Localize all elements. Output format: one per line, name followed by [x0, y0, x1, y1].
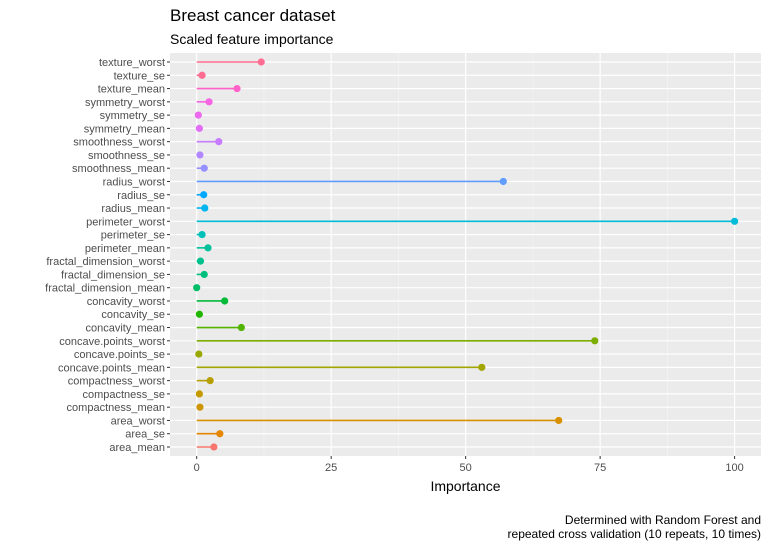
y-tick-label: compactness_worst — [68, 376, 165, 388]
x-tick-label: 100 — [725, 462, 743, 474]
y-tick-label: concavity_worst — [87, 296, 165, 308]
y-tick-label: smoothness_se — [88, 150, 165, 162]
y-tick-label: radius_worst — [103, 176, 165, 188]
data-point — [499, 177, 507, 186]
data-point — [196, 403, 204, 411]
y-tick-label: concavity_mean — [86, 323, 166, 335]
y-tick-label: smoothness_mean — [72, 163, 165, 175]
x-tick-label: 75 — [594, 462, 606, 474]
y-tick-label: concave.points_se — [74, 349, 165, 361]
y-tick-label: symmetry_worst — [85, 97, 165, 109]
data-point — [201, 204, 209, 212]
y-tick-label: smoothness_worst — [73, 137, 165, 149]
data-point — [257, 58, 265, 66]
data-point — [731, 217, 739, 225]
data-point — [216, 430, 224, 438]
data-point — [200, 191, 208, 199]
y-tick-label: radius_mean — [101, 203, 165, 215]
data-point — [196, 257, 205, 265]
y-tick-label: texture_worst — [99, 57, 165, 69]
data-point — [200, 270, 208, 279]
y-tick-label: radius_se — [117, 190, 165, 202]
y-tick-label: perimeter_mean — [85, 243, 165, 255]
data-point — [195, 310, 203, 318]
y-tick-label: area_worst — [111, 415, 165, 427]
data-point — [204, 244, 212, 252]
data-point — [200, 164, 208, 172]
data-point — [198, 71, 206, 79]
x-tick-label: 0 — [194, 462, 200, 474]
chart-title: Breast cancer dataset — [170, 6, 336, 25]
data-point — [210, 443, 218, 451]
y-tick-label: texture_mean — [98, 84, 165, 96]
data-point — [237, 323, 245, 332]
y-tick-label: concave.points_worst — [59, 336, 165, 348]
data-point — [198, 230, 206, 239]
x-tick-label: 50 — [460, 462, 472, 474]
data-point — [215, 138, 223, 146]
data-point — [196, 151, 204, 159]
data-point — [195, 124, 203, 132]
chart-subtitle: Scaled feature importance — [170, 31, 334, 47]
data-point — [195, 390, 203, 398]
data-point — [233, 84, 241, 93]
data-point — [221, 297, 229, 305]
data-point — [195, 350, 203, 358]
x-tick-label: 25 — [325, 462, 337, 474]
y-tick-label: compactness_mean — [67, 402, 165, 414]
y-tick-label: concavity_se — [101, 309, 165, 321]
y-tick-label: compactness_se — [82, 389, 165, 401]
y-tick-label: texture_se — [114, 70, 165, 82]
data-point — [478, 363, 486, 371]
y-tick-label: perimeter_worst — [86, 216, 165, 228]
y-tick-label: area_mean — [109, 442, 165, 454]
data-point — [193, 284, 201, 292]
data-point — [591, 337, 599, 345]
y-tick-label: concave.points_mean — [58, 362, 165, 374]
y-tick-label: symmetry_se — [100, 110, 165, 122]
y-tick-label: fractal_dimension_se — [61, 269, 165, 281]
caption-line-1: Determined with Random Forest and — [564, 513, 761, 527]
caption-line-2: repeated cross validation (10 repeats, 1… — [507, 527, 761, 541]
data-point — [206, 377, 214, 385]
data-point — [194, 111, 202, 119]
y-tick-label: fractal_dimension_worst — [46, 256, 165, 268]
x-axis-title: Importance — [430, 478, 501, 494]
y-tick-label: perimeter_se — [101, 230, 165, 242]
y-tick-label: area_se — [125, 429, 165, 441]
y-tick-label: fractal_dimension_mean — [45, 283, 165, 295]
y-tick-label: symmetry_mean — [84, 123, 165, 135]
data-point — [555, 416, 563, 425]
data-point — [205, 98, 213, 106]
